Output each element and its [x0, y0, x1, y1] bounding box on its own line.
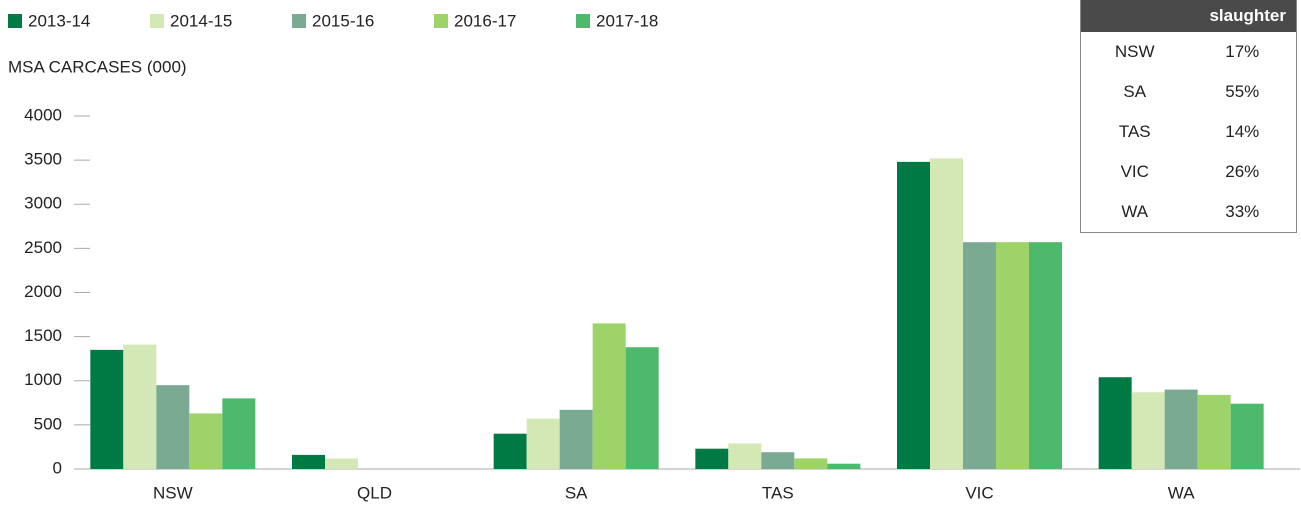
bar: [794, 458, 828, 469]
bar: [526, 418, 560, 469]
bar: [1230, 403, 1264, 469]
bar: [292, 454, 325, 469]
y-tick-label: 0: [53, 458, 62, 477]
bar: [996, 242, 1029, 469]
bar: [1164, 389, 1198, 469]
share-cell: 14%: [1225, 122, 1260, 141]
state-cell: NSW: [1114, 42, 1155, 61]
table-row: VIC 26%: [1081, 152, 1296, 192]
bar: [1131, 392, 1165, 469]
y-tick-label: 1000: [24, 370, 62, 389]
state-cell: SA: [1123, 82, 1147, 101]
legend-swatch: [292, 14, 306, 28]
share-cell: 17%: [1225, 42, 1260, 61]
bar: [728, 443, 762, 469]
bar: [559, 409, 593, 469]
legend-swatch: [8, 14, 22, 28]
bar: [325, 458, 358, 469]
bar: [189, 413, 223, 469]
x-tick-label: SA: [565, 483, 588, 502]
legend-label: 2014-15: [170, 11, 232, 30]
bar: [930, 158, 963, 470]
table-row: NSW 17%: [1081, 32, 1296, 72]
state-cell: TAS: [1118, 122, 1151, 141]
y-axis-label: MSA CARCASES (000): [8, 57, 187, 76]
bar: [1197, 394, 1231, 469]
x-tick-label: WA: [1168, 483, 1195, 502]
x-tick-label: VIC: [965, 483, 993, 502]
bar: [222, 398, 256, 469]
y-tick-label: 1500: [24, 326, 62, 345]
x-tick-label: TAS: [762, 483, 794, 502]
y-tick-label: 2500: [24, 238, 62, 257]
bar: [156, 385, 190, 469]
bar: [1098, 377, 1132, 469]
share-cell: 26%: [1225, 162, 1260, 181]
bar: [493, 433, 527, 469]
y-tick-label: 3000: [24, 194, 62, 213]
table-row: SA 55%: [1081, 72, 1296, 112]
bar: [1029, 242, 1062, 469]
y-tick-label: 4000: [24, 105, 62, 124]
legend-label: 2013-14: [28, 11, 90, 30]
y-tick-label: 3500: [24, 150, 62, 169]
share-cell: 33%: [1225, 202, 1260, 221]
y-tick-label: 2000: [24, 282, 62, 301]
bar: [827, 463, 861, 469]
y-tick-label: 500: [34, 414, 62, 433]
slaughter-table: slaughter NSW 17% SA 55% TAS 14% VIC 26% WA 33%: [1080, 0, 1297, 233]
bar: [963, 242, 996, 469]
bar: [897, 161, 930, 469]
bar: [123, 344, 157, 469]
state-cell: WA: [1121, 202, 1149, 221]
share-cell: 55%: [1225, 82, 1260, 101]
table-row: WA 33%: [1081, 192, 1296, 232]
legend-swatch: [150, 14, 164, 28]
x-tick-label: NSW: [153, 483, 193, 502]
bar: [90, 349, 124, 469]
legend-swatch: [576, 14, 590, 28]
bar: [625, 347, 659, 469]
legend-swatch: [434, 14, 448, 28]
table-row: TAS 14%: [1081, 112, 1296, 152]
legend-label: 2016-17: [454, 11, 516, 30]
bar: [695, 448, 729, 469]
state-cell: VIC: [1120, 162, 1149, 181]
bar: [592, 323, 626, 469]
legend-label: 2017-18: [596, 11, 658, 30]
bar: [761, 452, 795, 469]
x-tick-label: QLD: [357, 483, 392, 502]
legend-label: 2015-16: [312, 11, 374, 30]
table-header: slaughter: [1081, 0, 1296, 32]
